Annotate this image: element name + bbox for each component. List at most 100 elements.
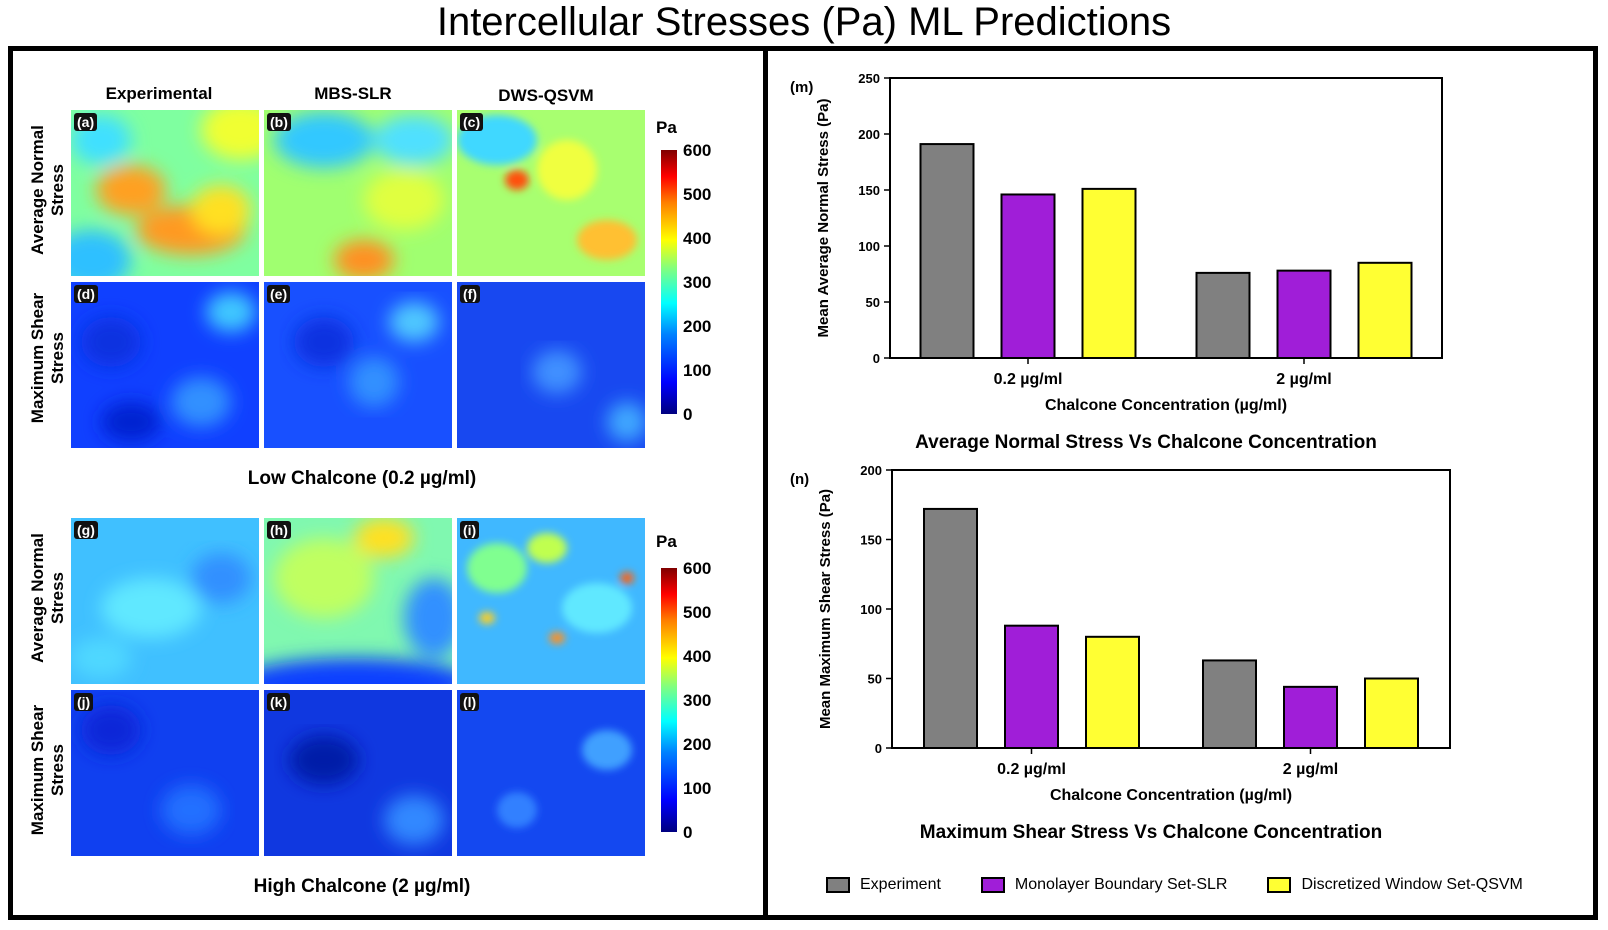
bar (919, 143, 975, 359)
heatmap-panel-l: (l) (457, 690, 645, 856)
bar (1276, 269, 1332, 359)
bar (1195, 271, 1251, 360)
row-label-max-shear-high: Maximum Shear Stress (28, 704, 67, 836)
panel-label: (m) (790, 79, 813, 96)
panel-label: (h) (267, 521, 291, 539)
panel-label: (f) (460, 285, 480, 303)
y-tick-label: 150 (858, 183, 880, 198)
y-tick-label: 50 (868, 672, 882, 687)
colorbar-tick: 300 (683, 273, 712, 292)
y-axis-label: Mean Maximum Shear Stress (Pa) (817, 489, 834, 729)
colorbar-tick: 200 (683, 317, 712, 336)
bar (1081, 187, 1137, 359)
chart-legend: Experiment Monolayer Boundary Set-SLR Di… (826, 876, 1523, 894)
figure-divider (763, 46, 768, 920)
colorbar-tick: 600 (683, 141, 712, 160)
colorbar-tick: 400 (683, 229, 712, 248)
panel-label: (b) (267, 113, 291, 131)
bar (1004, 624, 1059, 749)
y-tick-label: 50 (866, 295, 880, 310)
legend-swatch (1267, 877, 1292, 893)
colorbar-unit-low: Pa (656, 118, 677, 137)
colorbar-tick: 200 (683, 735, 712, 754)
bar (1000, 193, 1056, 359)
legend-swatch (826, 877, 850, 893)
colorbar-tick: 0 (683, 823, 693, 842)
colorbar-unit-high: Pa (656, 532, 677, 551)
heatmap-panel-e: (e) (264, 282, 452, 448)
panel-label: (c) (460, 113, 484, 131)
x-tick-label: 0.2 µg/ml (997, 761, 1066, 778)
y-tick-label: 200 (860, 463, 882, 478)
colorbar-high (661, 568, 677, 832)
legend-swatch (980, 877, 1005, 893)
x-tick-label: 2 µg/ml (1276, 371, 1331, 388)
legend-label: Experiment (860, 876, 941, 893)
x-tick-label: 0.2 µg/ml (994, 371, 1063, 388)
y-tick-label: 0 (873, 351, 880, 366)
heatmap-panel-a: (a) (71, 110, 259, 276)
x-axis-label: Chalcone Concentration (µg/ml) (1045, 397, 1287, 414)
heatmap-panel-f: (f) (457, 282, 645, 448)
y-tick-label: 0 (875, 741, 882, 756)
bar (1357, 261, 1413, 359)
panel-label: (e) (267, 285, 291, 303)
column-header-experimental: Experimental (105, 84, 213, 103)
row-label-max-shear-low: Maximum Shear Stress (28, 292, 67, 424)
legend-item-experiment: Experiment (826, 876, 941, 894)
bar-chart-normal-stress: 0 50 100 150 200 250 (m) 0.2 µg/ml 2 µg/ml Chalco… (790, 71, 1443, 453)
panel-label: (l) (460, 693, 480, 711)
x-tick-label: 2 µg/ml (1283, 761, 1338, 778)
row-label-avg-normal-low: Average Normal Stress (28, 125, 67, 255)
y-tick-label: 100 (858, 239, 880, 254)
heatmap-panel-j: (j) (71, 690, 259, 856)
column-header-mbs-slr: MBS-SLR (314, 84, 392, 103)
legend-label: Monolayer Boundary Set-SLR (1014, 876, 1228, 893)
y-tick-label: 100 (860, 602, 882, 617)
column-header-dws-qsvm: DWS-QSVM (498, 86, 594, 105)
plot-area (889, 77, 1443, 359)
x-axis-label: Chalcone Concentration (µg/ml) (1050, 787, 1292, 804)
heatmap-panel-g: (g) (71, 518, 259, 684)
colorbar-tick: 400 (683, 647, 712, 666)
chart-title: Average Normal Stress Vs Chalcone Concen… (915, 432, 1377, 453)
colorbar-tick: 600 (683, 559, 712, 578)
colorbar-tick: 100 (683, 361, 712, 380)
caption-high-chalcone: High Chalcone (2 µg/ml) (253, 876, 471, 897)
figure-title: Intercellular Stresses (Pa) ML Predictio… (436, 0, 1172, 44)
bar (1085, 635, 1140, 749)
caption-low-chalcone: Low Chalcone (0.2 µg/ml) (247, 468, 477, 489)
panel-label: (k) (267, 693, 291, 711)
row-label-avg-normal-high: Average Normal Stress (28, 533, 67, 663)
colorbar-low (661, 150, 677, 414)
heatmap-panel-c: (c) (457, 110, 645, 276)
panel-label: (a) (74, 113, 98, 131)
panel-label: (g) (74, 521, 98, 539)
y-tick-label: 200 (858, 127, 880, 142)
colorbar-tick: 300 (683, 691, 712, 710)
panel-label: (n) (790, 471, 809, 488)
heatmap-panel-k: (k) (264, 690, 452, 856)
panel-label: (d) (74, 285, 98, 303)
panel-label: (i) (460, 521, 480, 539)
y-axis-label: Mean Average Normal Stress (Pa) (815, 99, 832, 338)
legend-item-dws-qsvm: Discretized Window Set-QSVM (1267, 876, 1523, 894)
bar (1202, 659, 1257, 749)
legend-item-mbs-slr: Monolayer Boundary Set-SLR (980, 876, 1228, 894)
colorbar-tick: 500 (683, 603, 712, 622)
colorbar-tick: 500 (683, 185, 712, 204)
y-tick-label: 250 (858, 71, 880, 86)
legend-label: Discretized Window Set-QSVM (1301, 876, 1523, 893)
heatmap-panel-b: (b) (264, 110, 452, 276)
bar (1364, 677, 1419, 749)
figure-frame (8, 46, 1598, 920)
panel-label: (j) (74, 693, 94, 711)
bar (923, 507, 978, 749)
colorbar-tick: 100 (683, 779, 712, 798)
bar (1283, 685, 1338, 749)
heatmap-panel-i: (i) (457, 518, 645, 684)
colorbar-tick: 0 (683, 405, 693, 424)
bar-chart-shear-stress: 0 50 100 150 200 (n) 0.2 µg/ml 2 µg/ml Chalcone … (790, 463, 1451, 843)
heatmap-panel-d: (d) (71, 282, 259, 448)
y-tick-label: 150 (860, 533, 882, 548)
